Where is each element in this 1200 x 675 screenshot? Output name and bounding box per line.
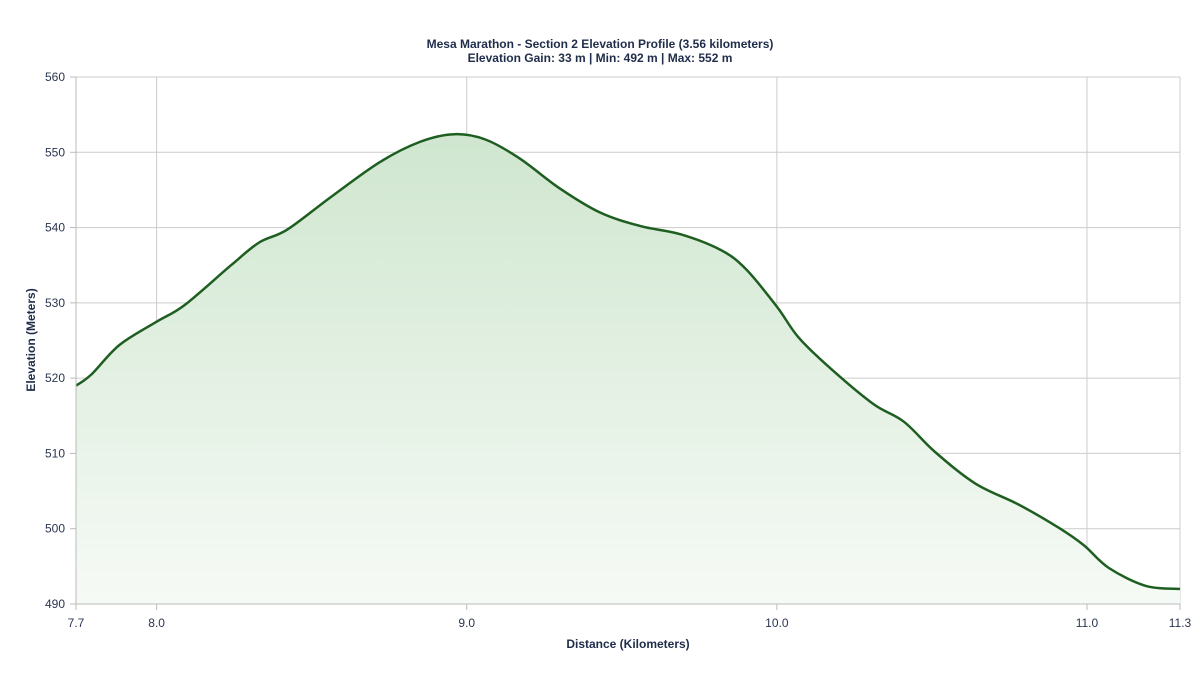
x-axis-title: Distance (Kilometers) — [566, 637, 689, 651]
y-tick-label: 550 — [45, 145, 65, 159]
y-tick-label: 490 — [45, 597, 65, 611]
chart-title: Mesa Marathon - Section 2 Elevation Prof… — [427, 37, 774, 51]
x-tick-label: 8.0 — [148, 616, 165, 630]
y-tick-label: 520 — [45, 371, 65, 385]
x-tick-label: 9.0 — [458, 616, 475, 630]
axes — [75, 77, 1180, 605]
y-tick-label: 540 — [45, 221, 65, 235]
y-tick-label: 510 — [45, 446, 65, 460]
elevation-line — [75, 132, 1181, 591]
y-axis-title: Elevation (Meters) — [24, 288, 38, 391]
y-tick-label: 560 — [45, 70, 65, 84]
x-tick-label: 11.0 — [1076, 616, 1099, 630]
x-axis-ticks: 7.7 8.0 9.0 10.0 11.0 11.3 — [68, 604, 1192, 630]
y-axis-ticks: 490 500 510 520 530 540 550 560 — [45, 70, 76, 611]
y-tick-label: 530 — [45, 296, 65, 310]
chart-subtitle: Elevation Gain: 33 m | Min: 492 m | Max:… — [468, 51, 733, 65]
y-tick-label: 500 — [45, 522, 65, 536]
x-tick-label: 10.0 — [765, 616, 789, 630]
x-tick-label: 11.3 — [1169, 616, 1192, 630]
x-tick-label: 7.7 — [68, 616, 85, 630]
elevation-area — [76, 134, 1180, 604]
